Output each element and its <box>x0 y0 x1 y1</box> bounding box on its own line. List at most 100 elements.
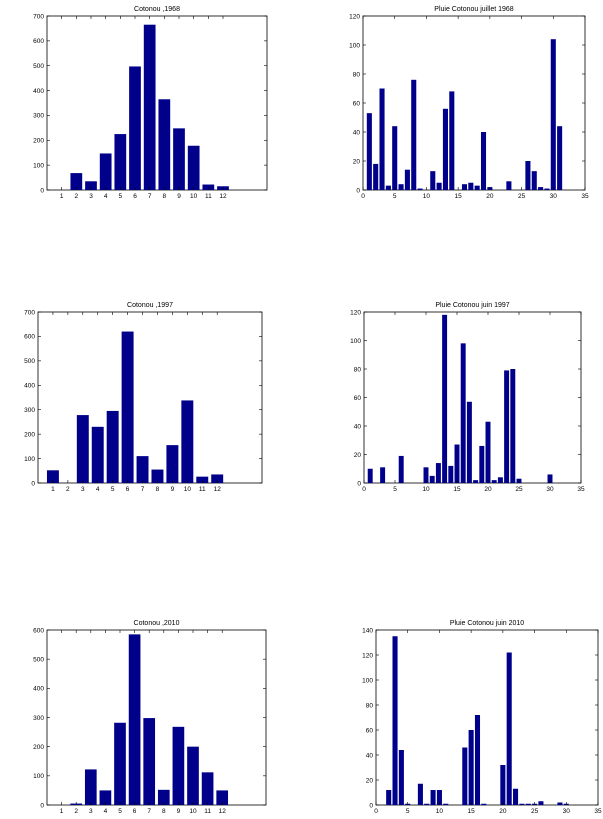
y-tick-label: 40 <box>353 129 361 136</box>
bar <box>136 456 149 483</box>
axes-frame <box>46 15 268 191</box>
y-tick-label: 100 <box>349 42 360 49</box>
bar <box>435 463 441 483</box>
axes-frame <box>363 311 582 484</box>
x-tick-label: 9 <box>177 808 181 815</box>
bar <box>557 802 563 805</box>
bar <box>211 474 224 483</box>
bar <box>485 421 491 483</box>
bar <box>187 145 200 190</box>
chart-panel-1968-july: Pluie Cotonou juillet 1968 0 20 40 60 80 100 12… <box>303 0 603 205</box>
bar <box>550 39 556 191</box>
x-tick-label: 7 <box>148 193 152 200</box>
y-tick-label: 400 <box>24 383 35 390</box>
bar <box>429 475 435 483</box>
x-tick-label: 12 <box>214 486 222 493</box>
x-tick-label: 1 <box>60 193 64 200</box>
y-tick-label: 20 <box>353 158 361 165</box>
x-tick-label: 6 <box>126 486 130 493</box>
y-tick-label: 200 <box>24 431 35 438</box>
bar <box>423 467 429 483</box>
bar <box>379 88 385 190</box>
bar <box>392 126 398 190</box>
bar <box>417 783 423 805</box>
y-tick-label: 500 <box>24 358 35 365</box>
x-tick-label: 5 <box>111 486 115 493</box>
chart-title: Pluie Cotonou juillet 1968 <box>434 6 513 13</box>
bar <box>466 401 472 483</box>
bar <box>411 79 417 190</box>
chart-title: Cotonou ,1968 <box>134 6 180 13</box>
y-tick-label: 600 <box>33 38 44 45</box>
chart-title: Cotonou ,1997 <box>127 302 173 309</box>
bar <box>513 788 519 805</box>
bar <box>473 480 479 483</box>
x-tick-label: 2 <box>75 193 79 200</box>
bar <box>448 465 454 483</box>
bar <box>380 467 386 483</box>
y-tick-label: 40 <box>354 423 362 430</box>
y-tick-label: 500 <box>33 63 44 70</box>
axes-frame <box>37 311 263 484</box>
bar <box>392 636 398 805</box>
bar <box>461 184 468 190</box>
bar <box>557 126 563 190</box>
x-tick-label: 12 <box>219 808 227 815</box>
bar <box>424 803 430 805</box>
chart-title: Pluie Cotonou juin 2010 <box>450 620 524 627</box>
x-tick-label: 20 <box>499 808 507 815</box>
bar <box>366 113 372 190</box>
bar <box>121 331 134 483</box>
x-tick-label: 3 <box>89 193 93 200</box>
y-tick-label: 120 <box>350 309 361 316</box>
y-tick-label: 400 <box>33 88 44 95</box>
x-tick-label: 6 <box>133 193 137 200</box>
x-tick-label: 5 <box>118 808 122 815</box>
bar <box>85 181 97 190</box>
y-tick-label: 60 <box>354 395 362 402</box>
bar <box>216 790 229 805</box>
y-tick-label: 0 <box>40 187 44 194</box>
x-tick-label: 2 <box>66 486 70 493</box>
bar <box>181 400 194 483</box>
bar <box>114 722 126 805</box>
x-tick-label: 30 <box>550 193 558 200</box>
y-tick-label: 700 <box>33 13 44 20</box>
bar <box>544 188 550 190</box>
y-tick-label: 100 <box>362 677 373 684</box>
chart-panel-1997-monthly: Cotonou ,1997 0 100 200 300 400 500 600 700 1 2 3 4 5… <box>0 296 300 501</box>
bar <box>385 185 391 190</box>
y-tick-label: 120 <box>362 652 373 659</box>
y-tick-label: 400 <box>33 686 44 693</box>
bar <box>70 173 83 190</box>
bar <box>398 750 404 805</box>
x-tick-label: 3 <box>89 808 93 815</box>
bar <box>201 772 214 805</box>
x-tick-label: 15 <box>453 486 461 493</box>
chart-panel-2010-monthly: Cotonou ,2010 0 100 200 300 400 500 600 1 2 3 4 5 6 7 8… <box>0 614 300 819</box>
x-tick-label: 0 <box>361 193 365 200</box>
y-tick-label: 60 <box>353 100 361 107</box>
bar <box>479 445 485 483</box>
x-tick-label: 35 <box>577 486 585 493</box>
bar <box>143 718 156 805</box>
y-tick-label: 700 <box>24 309 35 316</box>
axes-frame <box>375 629 599 806</box>
bar <box>173 128 185 190</box>
y-tick-label: 100 <box>33 162 44 169</box>
chart-title: Pluie Cotonou juin 1997 <box>435 302 509 309</box>
bar <box>187 746 199 805</box>
bar <box>430 790 436 805</box>
bar <box>158 99 171 190</box>
bar <box>436 182 442 190</box>
bar <box>519 803 525 805</box>
bar <box>128 634 141 805</box>
chart-title: Cotonou ,2010 <box>134 620 180 627</box>
x-tick-label: 4 <box>96 486 100 493</box>
bar <box>430 171 436 190</box>
x-tick-label: 10 <box>190 193 198 200</box>
y-tick-label: 0 <box>40 802 44 809</box>
x-tick-label: 5 <box>119 193 123 200</box>
x-tick-label: 7 <box>141 486 145 493</box>
